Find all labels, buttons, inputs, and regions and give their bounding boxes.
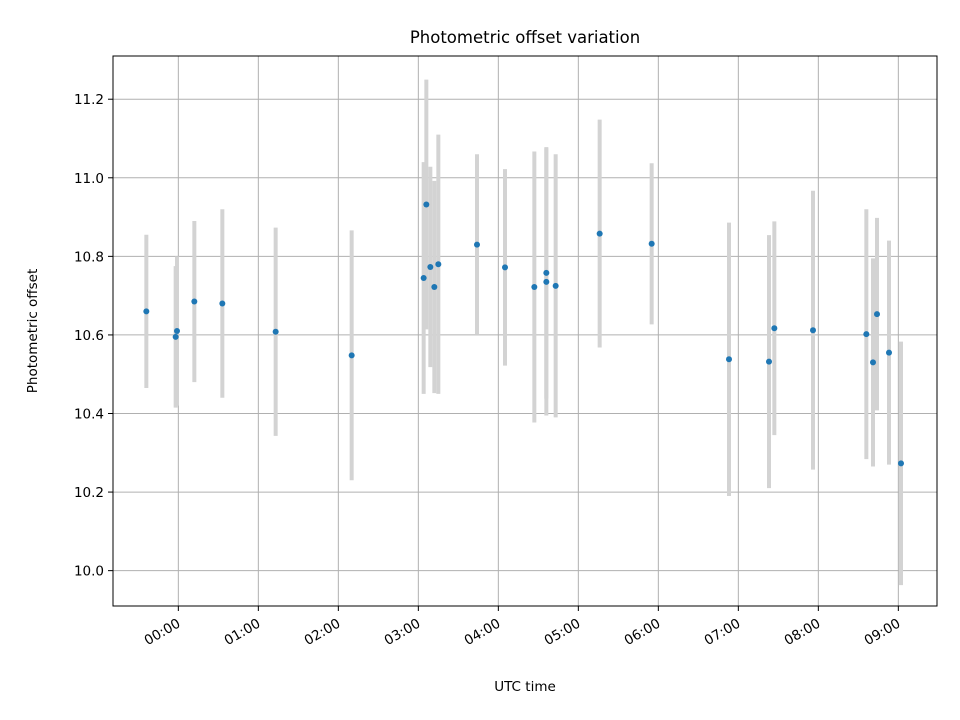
data-point <box>143 308 150 315</box>
data-point <box>219 300 226 307</box>
data-point <box>420 274 427 281</box>
data-point <box>531 284 538 290</box>
data-point <box>886 349 892 356</box>
y-axis-label: Photometric offset <box>25 269 41 393</box>
data-point <box>771 325 778 332</box>
grid <box>113 56 937 606</box>
y-tick-label: 10.0 <box>74 564 104 580</box>
data-point <box>863 331 870 338</box>
data-point <box>870 359 876 366</box>
data-point <box>174 328 180 334</box>
data-point <box>431 284 438 290</box>
chart-title: Photometric offset variation <box>410 28 640 47</box>
data-point <box>272 328 279 335</box>
data-point <box>726 356 732 363</box>
data-point <box>435 261 442 268</box>
data-point <box>810 327 816 334</box>
data-point <box>596 230 603 237</box>
data-point <box>502 264 508 271</box>
data-point <box>648 240 655 247</box>
data-point <box>348 352 355 359</box>
data-point <box>172 333 179 340</box>
data-points <box>143 201 904 467</box>
y-tick-label: 10.2 <box>74 485 104 501</box>
y-tick-label: 10.6 <box>74 328 104 344</box>
y-axis: 10.0 10.2 10.4 10.6 10.8 11.0 11.2 <box>74 92 113 580</box>
y-tick-label: 11.2 <box>74 92 104 108</box>
data-point <box>898 460 904 467</box>
data-point <box>874 311 880 318</box>
y-tick-label: 10.4 <box>74 407 104 423</box>
data-point <box>423 201 430 208</box>
data-point <box>543 269 550 276</box>
x-axis-label: UTC time <box>494 679 556 695</box>
data-point <box>191 298 198 305</box>
data-point <box>543 278 550 285</box>
data-point <box>474 241 480 248</box>
y-tick-label: 10.8 <box>74 249 104 265</box>
data-point <box>766 358 772 365</box>
plot-frame <box>112 55 938 607</box>
data-point <box>552 282 559 289</box>
data-point <box>427 263 434 270</box>
y-tick-label: 11.0 <box>74 171 104 187</box>
